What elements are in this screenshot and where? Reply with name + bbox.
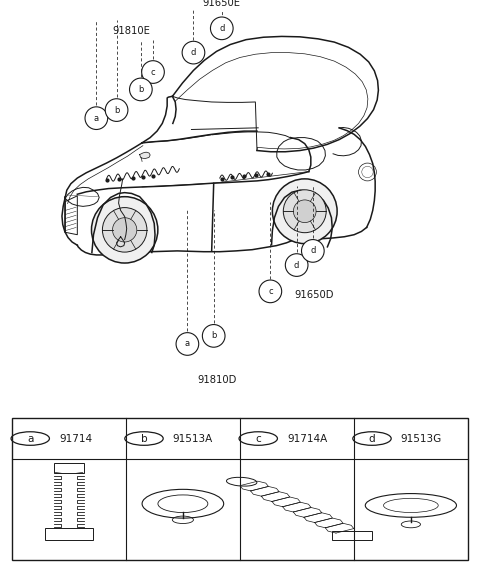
Text: b: b [211,331,216,340]
Text: a: a [27,433,34,444]
Text: b: b [141,433,147,444]
Text: 91650E: 91650E [203,0,241,8]
Circle shape [203,324,225,347]
Circle shape [182,41,205,64]
Text: a: a [185,339,190,348]
Text: 91513A: 91513A [173,433,213,444]
Circle shape [85,107,108,130]
Circle shape [105,99,128,122]
Text: 91810D: 91810D [197,375,237,385]
Text: d: d [191,48,196,57]
Circle shape [142,61,164,83]
Text: 91714: 91714 [59,433,92,444]
Circle shape [285,254,308,277]
Circle shape [210,17,233,40]
Circle shape [130,78,152,101]
Text: d: d [219,24,225,33]
Text: d: d [310,246,315,255]
Circle shape [272,179,337,243]
Circle shape [283,190,326,232]
Text: 91513G: 91513G [401,433,442,444]
Circle shape [92,197,158,263]
Text: 91650D: 91650D [295,290,334,300]
Circle shape [112,218,137,242]
Text: d: d [294,261,300,270]
Circle shape [176,333,199,355]
Circle shape [259,280,282,302]
Text: d: d [369,433,375,444]
Text: b: b [138,85,144,94]
Circle shape [301,239,324,262]
Text: 91810E: 91810E [112,26,150,36]
Circle shape [102,208,147,252]
Text: c: c [268,287,273,296]
Text: b: b [114,106,119,115]
Text: 91714A: 91714A [287,433,327,444]
Text: c: c [255,433,261,444]
Circle shape [293,200,316,223]
Polygon shape [140,152,150,158]
Text: c: c [151,68,156,76]
Text: a: a [94,114,99,123]
